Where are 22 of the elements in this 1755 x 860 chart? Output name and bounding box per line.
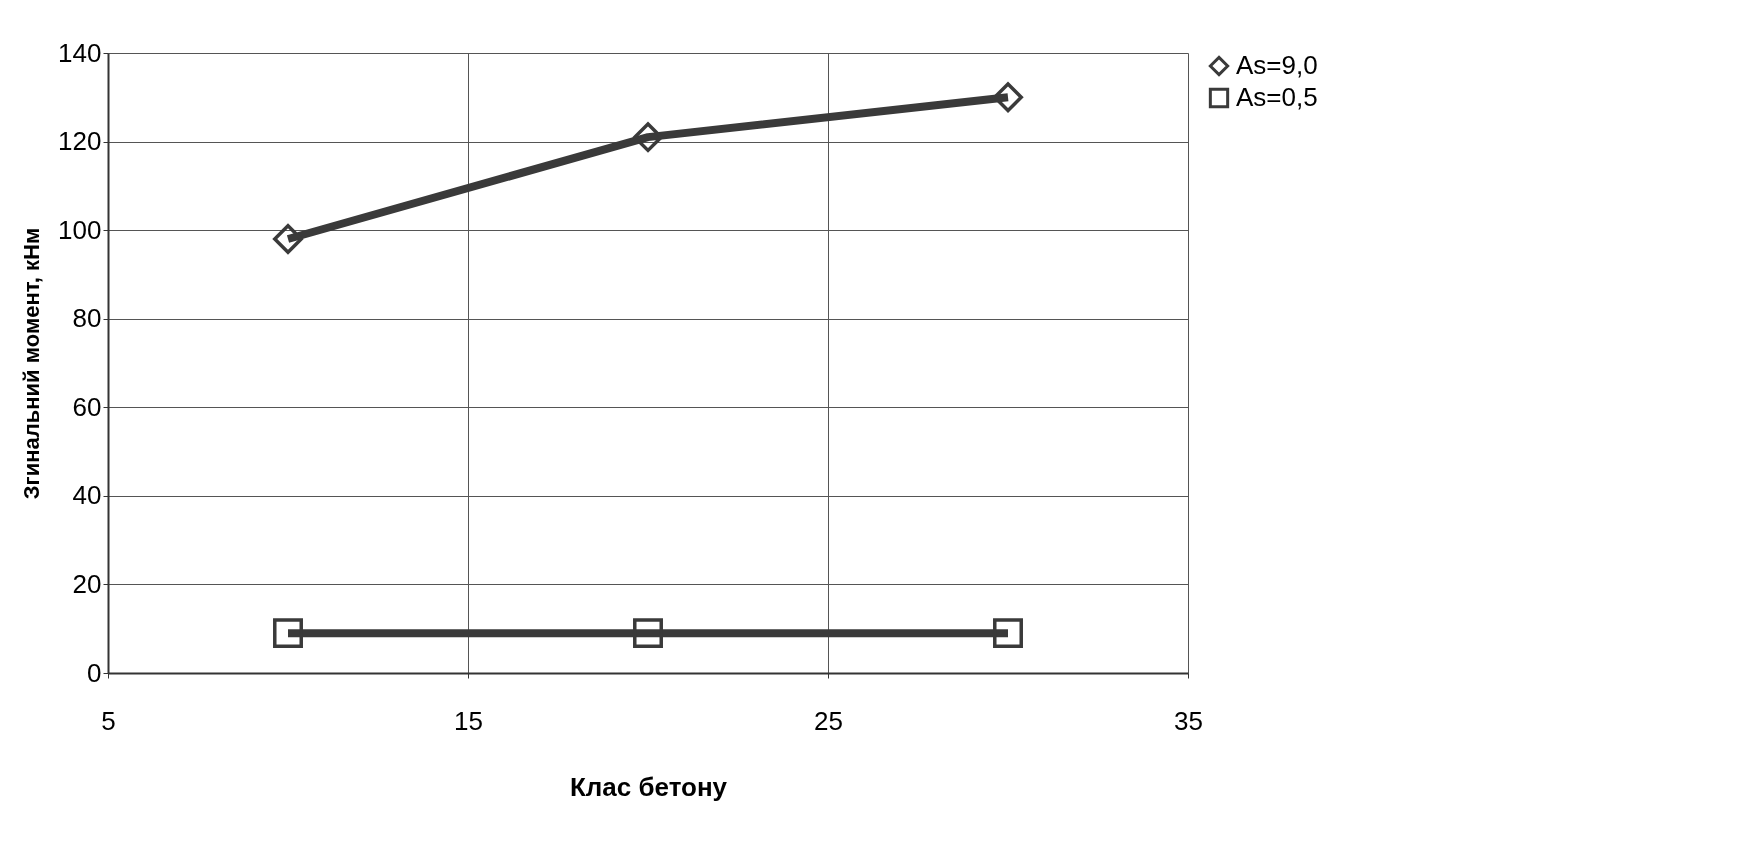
y-axis-title: Згинальний момент, кНм — [19, 227, 45, 500]
x-tick-label: 15 — [454, 705, 483, 736]
y-tick-label: 40 — [72, 480, 102, 511]
legend-label: As=9,0 — [1236, 50, 1318, 80]
x-axis-title: Клас бетону — [569, 771, 728, 802]
y-tick-label: 140 — [58, 37, 102, 68]
x-tick-label: 5 — [101, 705, 116, 736]
y-tick-label: 0 — [87, 657, 102, 688]
y-tick-label: 60 — [72, 391, 102, 422]
point — [273, 618, 303, 649]
y-tick-label: 80 — [72, 303, 102, 334]
point — [633, 122, 663, 153]
x-tick-label: 35 — [1174, 705, 1203, 736]
legend-label: As=0,5 — [1236, 82, 1318, 112]
point — [993, 618, 1023, 649]
point — [273, 224, 303, 254]
x-tick-label: 25 — [814, 705, 843, 736]
y-tick-label: 100 — [58, 214, 102, 245]
point — [633, 618, 663, 649]
point — [993, 82, 1023, 113]
y-tick-label: 120 — [58, 126, 102, 157]
y-tick-label: 20 — [72, 568, 102, 599]
